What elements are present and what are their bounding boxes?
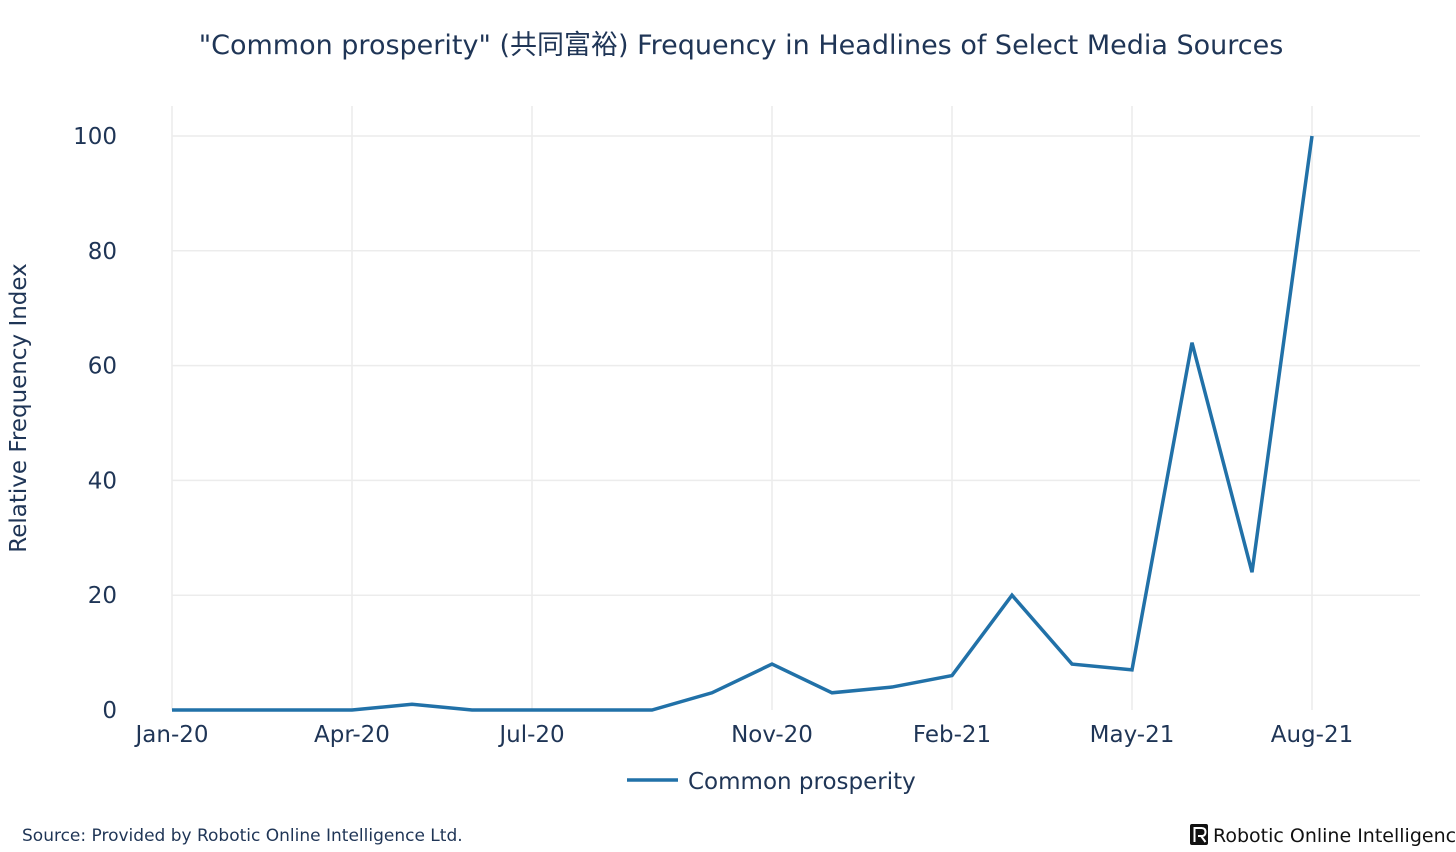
data-point[interactable] bbox=[1247, 567, 1257, 577]
data-point[interactable] bbox=[527, 705, 537, 715]
x-tick-label: Aug-21 bbox=[1271, 722, 1353, 748]
y-tick-label: 0 bbox=[102, 698, 117, 724]
y-tick-labels: 0 20 40 60 80 100 bbox=[73, 124, 117, 724]
x-gridlines bbox=[171, 106, 1313, 710]
data-point[interactable] bbox=[1007, 590, 1017, 600]
brand-name: Robotic Online Intelligence bbox=[1213, 825, 1456, 847]
data-point[interactable] bbox=[227, 705, 237, 715]
series-line bbox=[172, 135, 1314, 712]
data-point[interactable] bbox=[587, 705, 597, 715]
y-gridlines bbox=[172, 135, 1420, 596]
y-axis-label: Relative Frequency Index bbox=[6, 263, 32, 553]
x-tick-label: Feb-21 bbox=[913, 722, 991, 748]
data-point[interactable] bbox=[887, 682, 897, 692]
y-tick-label: 80 bbox=[88, 239, 117, 265]
y-tick-label: 60 bbox=[88, 354, 117, 380]
x-tick-label: Apr-20 bbox=[314, 722, 390, 748]
x-tick-label: Nov-20 bbox=[731, 722, 813, 748]
data-point[interactable] bbox=[347, 705, 357, 715]
data-point[interactable] bbox=[1127, 665, 1137, 675]
source-note: Source: Provided by Robotic Online Intel… bbox=[22, 826, 463, 846]
y-tick-label: 40 bbox=[88, 468, 117, 494]
x-tick-label: Jul-20 bbox=[497, 722, 564, 748]
brand-logo: Robotic Online Intelligence bbox=[1190, 824, 1456, 847]
data-point[interactable] bbox=[467, 705, 477, 715]
chart-title: "Common prosperity" (共同富裕) Frequency in … bbox=[199, 30, 1284, 61]
data-point[interactable] bbox=[767, 659, 777, 669]
data-point[interactable] bbox=[647, 705, 657, 715]
y-tick-label: 100 bbox=[73, 124, 117, 150]
data-point[interactable] bbox=[407, 699, 417, 709]
data-point[interactable] bbox=[827, 688, 837, 698]
x-tick-label: May-21 bbox=[1090, 722, 1175, 748]
data-point[interactable] bbox=[947, 671, 957, 681]
x-tick-labels: Jan-20 Apr-20 Jul-20 Nov-20 Feb-21 May-21 Aug-… bbox=[133, 722, 1353, 748]
data-point[interactable] bbox=[1307, 131, 1317, 141]
data-point[interactable] bbox=[707, 688, 717, 698]
legend[interactable]: Common prosperity bbox=[627, 769, 916, 795]
data-point[interactable] bbox=[1067, 659, 1077, 669]
legend-label: Common prosperity bbox=[688, 769, 916, 795]
x-tick-label: Jan-20 bbox=[133, 722, 208, 748]
data-point[interactable] bbox=[167, 705, 177, 715]
y-tick-label: 20 bbox=[88, 583, 117, 609]
series-layer bbox=[167, 131, 1317, 715]
data-point[interactable] bbox=[287, 705, 297, 715]
data-point[interactable] bbox=[1187, 338, 1197, 348]
